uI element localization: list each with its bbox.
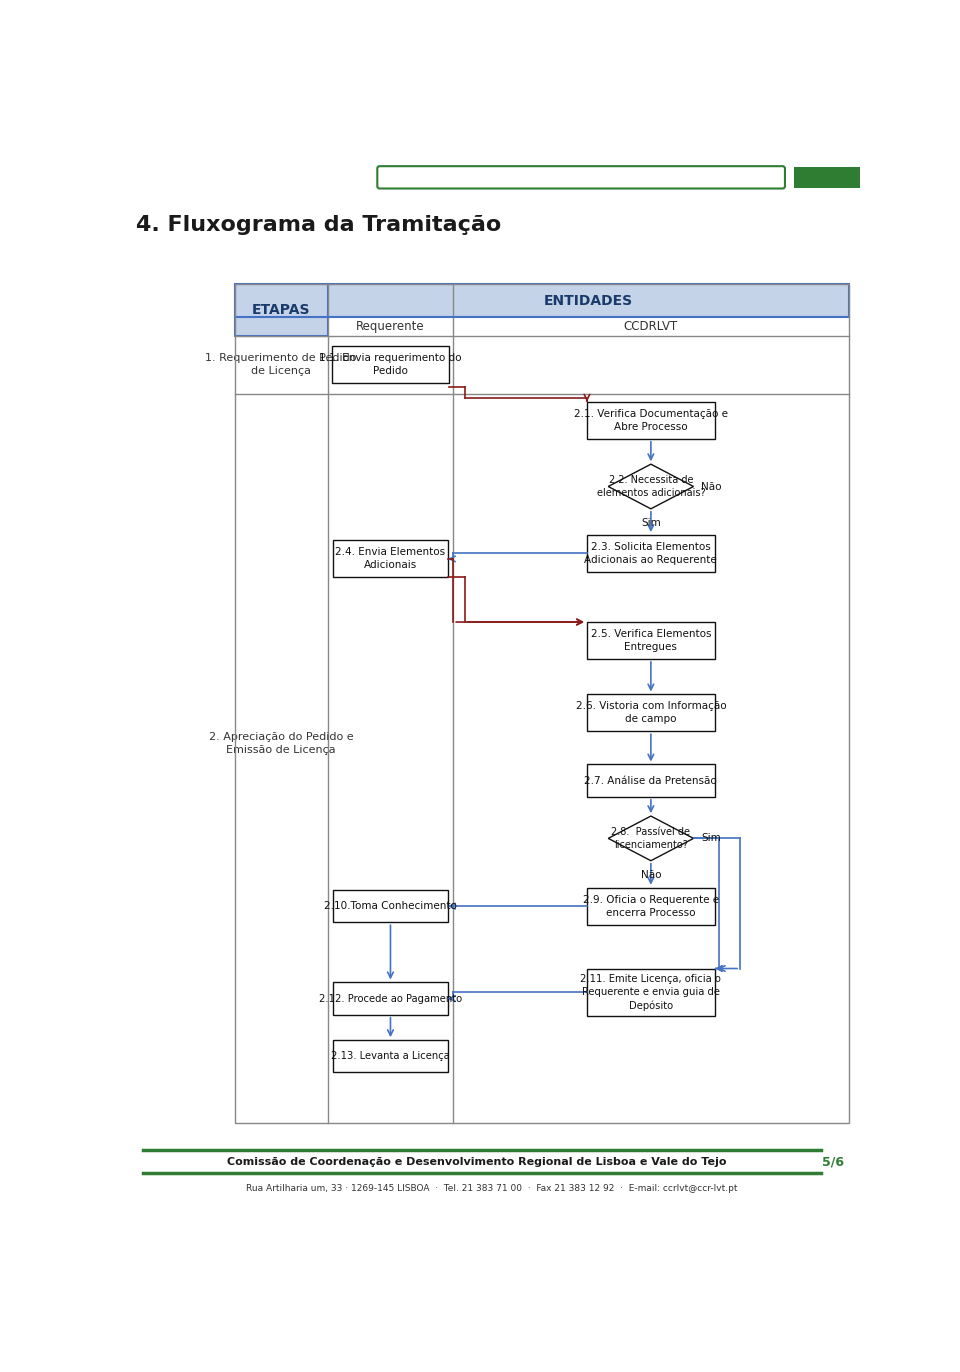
Text: ETAPAS: ETAPAS <box>252 303 310 317</box>
Polygon shape <box>332 346 448 383</box>
Polygon shape <box>587 764 715 797</box>
Polygon shape <box>333 982 447 1015</box>
Text: Comissão de Coordenação e Desenvolvimento Regional de Lisboa e Vale do Tejo: Comissão de Coordenação e Desenvolviment… <box>227 1157 727 1166</box>
Text: 2.4. Envia Elementos
Adicionais: 2.4. Envia Elementos Adicionais <box>335 547 445 571</box>
Text: Rua Artilharia um, 33 · 1269-145 LISBOA  ·  Tel. 21 383 71 00  ·  Fax 21 383 12 : Rua Artilharia um, 33 · 1269-145 LISBOA … <box>247 1184 737 1194</box>
Polygon shape <box>609 464 693 509</box>
Polygon shape <box>327 317 849 336</box>
Polygon shape <box>587 969 715 1017</box>
Polygon shape <box>794 167 860 188</box>
Polygon shape <box>234 284 327 336</box>
Text: 2.8.  Passível de
licenciamento?: 2.8. Passível de licenciamento? <box>612 827 690 849</box>
Polygon shape <box>587 888 715 925</box>
Polygon shape <box>587 535 715 572</box>
Text: Requerente: Requerente <box>356 320 424 333</box>
Polygon shape <box>587 622 715 659</box>
Text: CCDRLVT: CCDRLVT <box>624 320 678 333</box>
Text: 2.1. Verifica Documentação e
Abre Processo: 2.1. Verifica Documentação e Abre Proces… <box>574 409 728 432</box>
Text: Não: Não <box>701 482 722 491</box>
Text: Sim: Sim <box>641 519 660 528</box>
Text: 1. Requerimento de Pedido
de Licença: 1. Requerimento de Pedido de Licença <box>205 354 357 376</box>
Text: 2.12. Procede ao Pagamento: 2.12. Procede ao Pagamento <box>319 993 462 1003</box>
Polygon shape <box>587 402 715 439</box>
Text: 2.7. Análise da Pretensão: 2.7. Análise da Pretensão <box>585 775 717 786</box>
Text: Sim: Sim <box>701 833 721 844</box>
Text: 2.6. Vistoria com Informação
de campo: 2.6. Vistoria com Informação de campo <box>576 701 726 724</box>
Polygon shape <box>333 890 447 922</box>
Text: 2. Apreciação do Pedido e
Emissão de Licença: 2. Apreciação do Pedido e Emissão de Lic… <box>209 731 353 755</box>
Text: 2.9. Oficia o Requerente e
encerra Processo: 2.9. Oficia o Requerente e encerra Proce… <box>583 895 719 918</box>
Text: 5/6: 5/6 <box>822 1155 844 1169</box>
Text: 2.5. Verifica Elementos
Entregues: 2.5. Verifica Elementos Entregues <box>590 630 711 652</box>
Text: 2.10.Toma Conhecimento: 2.10.Toma Conhecimento <box>324 901 457 911</box>
Text: ENTIDADES: ENTIDADES <box>543 294 633 307</box>
FancyBboxPatch shape <box>377 166 785 188</box>
Text: 2.11. Emite Licença, oficia o
Requerente e envia guia de
Depósito: 2.11. Emite Licença, oficia o Requerente… <box>581 974 721 1011</box>
Text: 2.2. Necessita de
elementos adicionais?: 2.2. Necessita de elementos adicionais? <box>596 475 706 498</box>
Polygon shape <box>333 541 447 578</box>
Text: 1.1. Envia requerimento do
Pedido: 1.1. Envia requerimento do Pedido <box>320 354 462 376</box>
Text: 2.13. Levanta a Licença: 2.13. Levanta a Licença <box>331 1051 450 1062</box>
Text: 2.3. Solicita Elementos
Adicionais ao Requerente: 2.3. Solicita Elementos Adicionais ao Re… <box>585 542 717 565</box>
Polygon shape <box>333 1040 447 1073</box>
Polygon shape <box>609 816 693 860</box>
Polygon shape <box>327 284 849 317</box>
Polygon shape <box>587 694 715 731</box>
Text: 4. Fluxograma da Tramitação: 4. Fluxograma da Tramitação <box>135 214 501 235</box>
Text: Não: Não <box>640 870 661 879</box>
